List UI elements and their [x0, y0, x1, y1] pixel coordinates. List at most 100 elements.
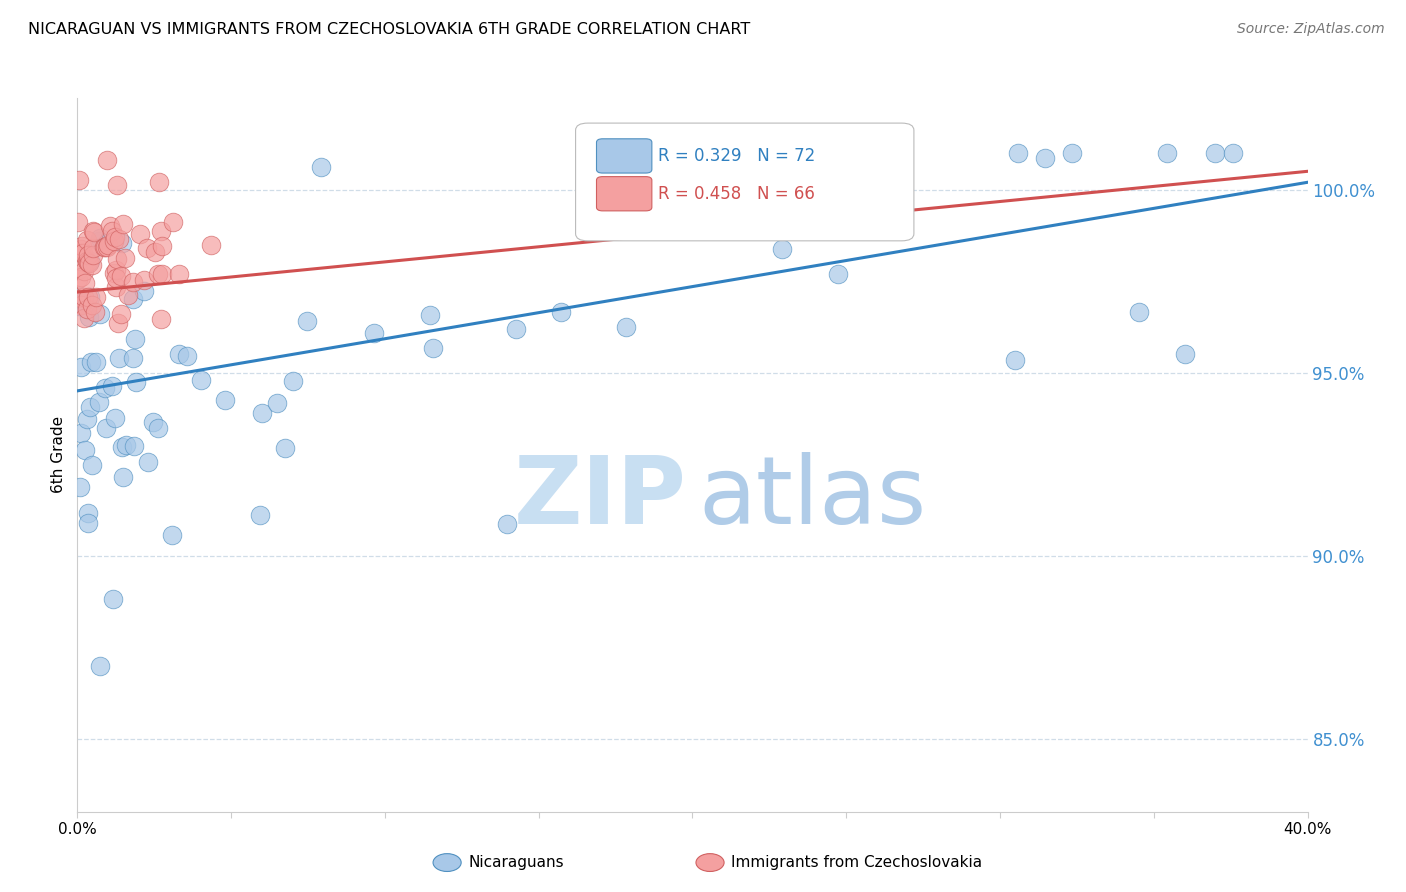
- Point: [84, 354, 107, 368]
- Point: [82, 248, 104, 262]
- Point: [134, 284, 156, 298]
- Point: [97, 237, 120, 252]
- Point: [80, 355, 103, 369]
- Point: [96, 420, 118, 434]
- Point: [114, 251, 136, 265]
- Point: [75, 442, 97, 457]
- Point: [132, 273, 155, 287]
- Point: [104, 230, 127, 244]
- Point: [148, 421, 170, 435]
- Point: [129, 227, 152, 242]
- Point: [101, 592, 124, 607]
- Point: [1222, 146, 1244, 161]
- Point: [148, 175, 170, 189]
- Point: [152, 267, 174, 281]
- Text: Source: ZipAtlas.com: Source: ZipAtlas.com: [1237, 22, 1385, 37]
- Point: [167, 347, 190, 361]
- Point: [87, 395, 110, 409]
- Point: [80, 458, 103, 473]
- Point: [89, 230, 111, 244]
- Point: [1174, 347, 1197, 361]
- Point: [70, 238, 93, 252]
- Point: [614, 320, 637, 334]
- Point: [76, 507, 98, 521]
- Point: [96, 240, 118, 254]
- Point: [94, 381, 117, 395]
- Point: [266, 395, 288, 409]
- Point: [281, 374, 304, 388]
- Point: [73, 290, 96, 304]
- Point: [273, 442, 295, 456]
- Point: [190, 373, 212, 387]
- Text: ZIP: ZIP: [513, 451, 686, 544]
- Point: [582, 146, 605, 161]
- Point: [115, 438, 138, 452]
- Point: [80, 258, 103, 272]
- Point: [84, 290, 107, 304]
- Point: [827, 267, 849, 281]
- Point: [96, 153, 118, 168]
- Point: [122, 275, 145, 289]
- Point: [72, 246, 94, 260]
- Point: [160, 528, 183, 542]
- Point: [422, 341, 444, 355]
- Point: [87, 234, 110, 248]
- Point: [69, 242, 91, 256]
- Point: [1062, 146, 1084, 161]
- Point: [94, 240, 117, 254]
- Point: [69, 291, 91, 305]
- Point: [77, 290, 100, 304]
- Text: atlas: atlas: [699, 451, 927, 544]
- Point: [101, 379, 124, 393]
- Point: [214, 393, 236, 408]
- Point: [200, 238, 222, 252]
- Point: [162, 214, 184, 228]
- Point: [419, 308, 441, 322]
- Point: [76, 255, 98, 269]
- Point: [82, 224, 104, 238]
- Point: [82, 241, 104, 255]
- Point: [79, 290, 101, 304]
- Point: [76, 301, 98, 316]
- Point: [70, 360, 93, 375]
- Point: [83, 225, 105, 239]
- Point: [104, 411, 127, 425]
- Point: [309, 160, 332, 174]
- Text: R = 0.329   N = 72: R = 0.329 N = 72: [658, 147, 815, 165]
- Point: [495, 517, 517, 532]
- Text: Immigrants from Czechoslovakia: Immigrants from Czechoslovakia: [731, 855, 983, 870]
- Point: [111, 235, 134, 250]
- Point: [69, 480, 91, 494]
- Point: [108, 351, 131, 365]
- Point: [124, 332, 146, 346]
- Point: [136, 241, 159, 255]
- Point: [105, 262, 128, 277]
- Text: NICARAGUAN VS IMMIGRANTS FROM CZECHOSLOVAKIA 6TH GRADE CORRELATION CHART: NICARAGUAN VS IMMIGRANTS FROM CZECHOSLOV…: [28, 22, 751, 37]
- Point: [70, 297, 93, 311]
- Point: [1128, 305, 1150, 319]
- Point: [67, 173, 90, 187]
- Point: [150, 239, 173, 253]
- Point: [1007, 146, 1029, 161]
- Point: [93, 240, 115, 254]
- Point: [98, 219, 121, 233]
- Point: [66, 271, 89, 285]
- Point: [84, 304, 107, 318]
- Point: [73, 311, 96, 326]
- Point: [108, 231, 131, 245]
- Point: [122, 351, 145, 366]
- Point: [110, 307, 132, 321]
- Y-axis label: 6th Grade: 6th Grade: [51, 417, 66, 493]
- Point: [73, 264, 96, 278]
- Point: [89, 659, 111, 673]
- Point: [112, 218, 135, 232]
- Point: [103, 234, 125, 248]
- Point: [70, 269, 93, 284]
- Point: [76, 248, 98, 262]
- Point: [76, 254, 98, 268]
- Point: [72, 293, 94, 308]
- Point: [1156, 146, 1178, 161]
- Point: [70, 246, 93, 260]
- Point: [1004, 352, 1026, 367]
- Point: [143, 245, 166, 260]
